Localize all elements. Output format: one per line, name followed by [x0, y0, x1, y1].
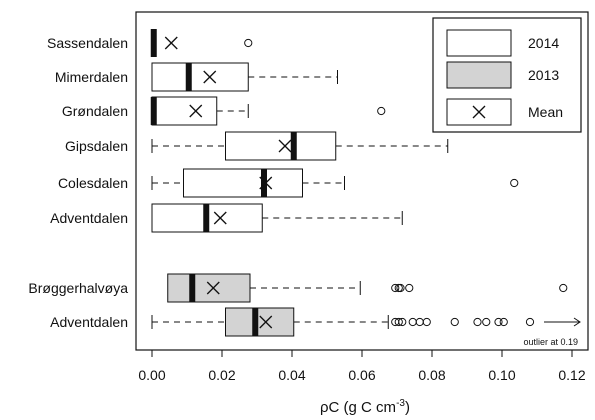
box-row: Mimerdalen — [55, 62, 338, 92]
x-tick-label: 0.08 — [418, 367, 445, 383]
mean-marker — [259, 315, 273, 329]
mean-stroke — [206, 281, 220, 295]
outlier-point — [391, 283, 400, 293]
box-row: Grøndalen — [62, 96, 386, 126]
legend-mean-marker — [472, 105, 486, 119]
outlier-point — [377, 106, 386, 116]
mean-stroke — [213, 211, 227, 225]
category-label: Adventdalen — [50, 210, 128, 226]
outlier-point — [525, 317, 535, 327]
x-tick-label: 0.12 — [558, 367, 585, 383]
category-label: Brøggerhalvøya — [28, 280, 128, 296]
outlier-point — [510, 178, 519, 188]
mean-marker — [213, 211, 227, 225]
x-tick-label: 0.04 — [278, 367, 305, 383]
x-axis: 0.00 0.02 0.04 0.06 0.08 0.10 0.12 — [138, 349, 586, 383]
median-bar — [150, 29, 157, 57]
x-tick-label: 0.00 — [138, 367, 165, 383]
outlier-point — [559, 283, 568, 293]
mean-stroke — [164, 36, 178, 50]
outlier-point — [482, 317, 491, 327]
category-label: Grøndalen — [62, 103, 128, 119]
iqr-box — [225, 307, 295, 337]
x-tick-label: 0.02 — [208, 367, 235, 383]
legend-swatch-2014 — [446, 29, 512, 57]
outlier-point — [408, 317, 417, 327]
median-bar — [261, 169, 267, 197]
mean-marker — [189, 104, 203, 118]
category-label: Gipsdalen — [65, 138, 128, 154]
legend-swatch-2013 — [446, 61, 512, 89]
median-bar — [203, 204, 210, 232]
median-bar — [252, 308, 259, 336]
iqr-box — [151, 62, 249, 92]
legend-label-2013: 2013 — [528, 67, 559, 83]
outlier-point — [494, 317, 503, 327]
outlier-point — [244, 38, 253, 48]
outlier-point — [398, 317, 407, 327]
median-bar — [150, 97, 157, 125]
x-tick-label: 0.10 — [488, 367, 515, 383]
box-row: Brøggerhalvøya — [28, 273, 568, 303]
mean-stroke — [259, 315, 273, 329]
category-label: Sassendalen — [47, 35, 128, 51]
iqr-box — [183, 168, 303, 198]
median-bar — [290, 132, 297, 160]
median-bar — [189, 274, 196, 302]
outlier-point — [473, 317, 482, 327]
iqr-box — [225, 131, 337, 161]
outlier-point — [394, 317, 403, 327]
box-row: Adventdalen — [50, 203, 403, 233]
mean-stroke — [203, 70, 217, 84]
outlier-point — [415, 317, 424, 327]
annotation-text: outlier at 0.19 — [523, 337, 578, 347]
median-bar — [185, 63, 192, 91]
box-row: Adventdalen — [50, 307, 535, 337]
x-axis-label: ρC (g C cm-3) — [320, 398, 410, 416]
legend-label-2014: 2014 — [528, 35, 559, 51]
iqr-box — [151, 96, 218, 126]
box-row: Sassendalen — [47, 29, 253, 57]
mean-marker — [164, 36, 178, 50]
mean-marker — [206, 281, 220, 295]
mean-marker — [203, 70, 217, 84]
annotation-arrowhead — [573, 317, 581, 327]
mean-stroke — [278, 139, 292, 153]
box-row: Gipsdalen — [65, 131, 449, 161]
mean-marker — [278, 139, 292, 153]
category-label: Mimerdalen — [55, 69, 128, 85]
mean-stroke — [189, 104, 203, 118]
x-tick-label: 0.06 — [348, 367, 375, 383]
outlier-point — [450, 317, 459, 327]
outlier-point — [422, 317, 431, 327]
mean-marker — [259, 176, 273, 190]
mean-stroke — [259, 176, 273, 190]
category-label: Colesdalen — [58, 175, 128, 191]
legend-label-mean: Mean — [528, 104, 563, 120]
iqr-box — [167, 273, 251, 303]
outlier-point — [396, 283, 405, 293]
outlier-point — [499, 317, 508, 327]
legend: 2014 2013 Mean — [432, 17, 582, 133]
chart-marks: Sassendalen Mimerdalen Grøndalen Gipsdalen C… — [28, 29, 568, 337]
category-label: Adventdalen — [50, 314, 128, 330]
box-row: Colesdalen — [58, 168, 519, 198]
outlier-point — [405, 283, 414, 293]
